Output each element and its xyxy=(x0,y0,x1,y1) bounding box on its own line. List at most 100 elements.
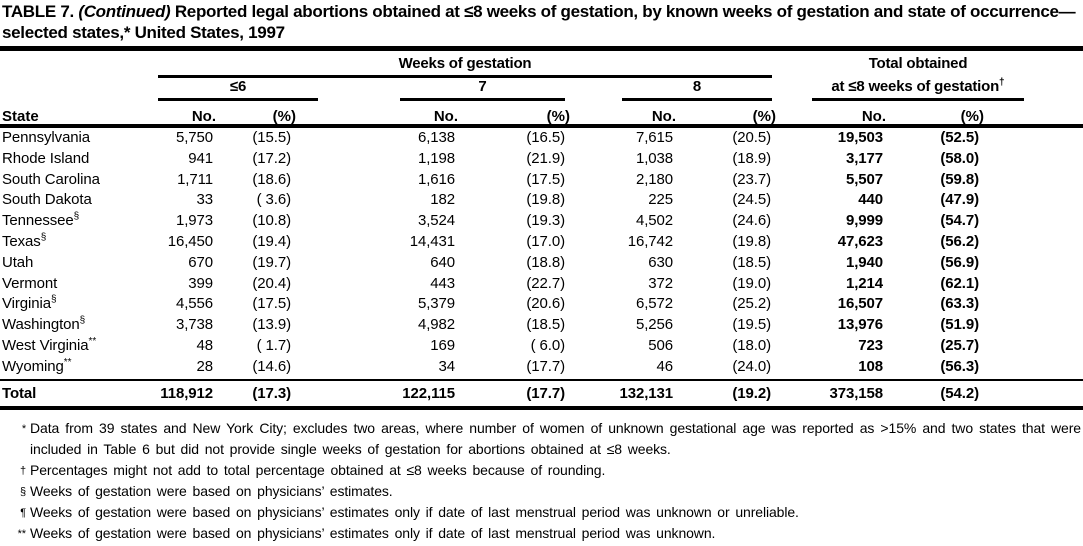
cell-pct8: (19.5) xyxy=(732,316,771,334)
cell-pct7: (16.5) xyxy=(526,129,565,146)
table-row: Washington§ 3,738 (13.9) 4,982 (18.5) 5,256 (1… xyxy=(0,315,984,336)
cell-pct7: ( 6.0) xyxy=(530,336,566,354)
cell-pct6: (19.7) xyxy=(252,253,291,271)
state-name: Tennessee§ xyxy=(2,211,80,230)
cell-total_pct: (56.9) xyxy=(940,253,979,271)
cell-pct8: (23.7) xyxy=(732,170,771,188)
cell-total_no: 1,940 xyxy=(845,253,883,271)
cell-pct8: (18.5) xyxy=(732,253,771,271)
footnote: § Weeks of gestation were based on physic… xyxy=(2,481,1081,502)
total-row: Total 118,912 (17.3) 122,115 (17.7) 132,131 (1… xyxy=(0,381,984,406)
no-column-header: No. xyxy=(651,108,676,125)
cell-no6: 1,973 xyxy=(175,212,213,230)
cell-total_pct: (51.9) xyxy=(940,316,979,334)
table-row: Virginia§ 4,556 (17.5) 5,379 (20.6) 6,572 (25.… xyxy=(0,294,984,315)
pct-column-header: (%) xyxy=(272,108,296,125)
state-name: Washington§ xyxy=(2,315,86,334)
cell-pct7: (18.8) xyxy=(526,253,565,271)
state-name: South Dakota xyxy=(2,191,92,209)
pct-column-header: (%) xyxy=(960,108,984,125)
total-obtained-header-text: at ≤8 weeks of gestation xyxy=(831,78,1000,95)
weeks-of-gestation-group-header: Weeks of gestation xyxy=(158,55,772,78)
footnote-symbol: ¶ xyxy=(20,506,26,519)
cell-total_pct: (56.3) xyxy=(940,357,979,375)
cell-no6: 118,912 xyxy=(160,384,213,402)
cell-pct8: (19.0) xyxy=(732,274,771,292)
cell-pct6: (18.6) xyxy=(252,170,291,188)
no-column-header: No. xyxy=(191,108,216,125)
footnote-text: Weeks of gestation were based on physici… xyxy=(30,482,393,499)
subgroup-header-8: 8 xyxy=(622,78,772,101)
cell-total_no: 3,177 xyxy=(845,149,883,167)
cell-total_pct: (47.9) xyxy=(940,191,979,209)
cell-total_no: 9,999 xyxy=(845,212,883,230)
total-obtained-header-line1: Total obtained xyxy=(868,55,968,72)
cell-no8: 2,180 xyxy=(635,170,673,188)
dagger-footnote-marker: † xyxy=(999,77,1005,88)
table-row: Rhode Island 941 (17.2) 1,198 (21.9) 1,038 (18… xyxy=(0,149,984,170)
table-row: West Virginia** 48 ( 1.7) 169 ( 6.0) 506 (18.0… xyxy=(0,336,984,357)
footnote-marker: § xyxy=(40,231,47,243)
footnote: ** Weeks of gestation were based on physi… xyxy=(2,523,1081,544)
no-column-header: No. xyxy=(433,108,458,125)
state-name: Pennsylvania xyxy=(2,129,91,146)
cell-no8: 16,742 xyxy=(627,232,673,250)
total-divider-rule xyxy=(0,378,1083,381)
cell-pct7: (17.5) xyxy=(526,170,565,188)
state-name: Total xyxy=(2,384,37,402)
footnote-text: Percentages might not add to total perce… xyxy=(30,461,606,478)
cell-no8: 132,131 xyxy=(619,384,673,402)
cell-total_no: 108 xyxy=(858,357,883,375)
cell-pct8: (19.2) xyxy=(732,384,771,402)
cell-pct7: (21.9) xyxy=(526,149,565,167)
cell-no6: 33 xyxy=(196,191,214,209)
footnote: ¶ Weeks of gestation were based on physic… xyxy=(2,502,1081,523)
state-name: Utah xyxy=(2,253,34,271)
cell-no6: 5,750 xyxy=(175,129,213,146)
cell-pct8: (24.6) xyxy=(732,212,771,230)
cell-no8: 630 xyxy=(648,253,673,271)
state-name: Vermont xyxy=(2,274,58,292)
table-title-rest: Reported legal abortions obtained at ≤8 … xyxy=(2,2,1076,42)
table-header: Weeks of gestation Total obtained ≤6 7 8… xyxy=(0,51,1083,128)
footnote-symbol: ** xyxy=(17,527,26,540)
cell-pct8: (19.8) xyxy=(732,232,771,250)
no-column-header: No. xyxy=(861,108,886,125)
column-labels-row: State No. (%) No. (%) No. (%) No. (%) xyxy=(0,104,984,125)
cell-no7: 34 xyxy=(438,357,456,375)
cell-total_no: 723 xyxy=(858,336,883,354)
cell-no6: 4,556 xyxy=(175,295,213,313)
cell-pct7: (19.3) xyxy=(526,212,565,230)
cell-no6: 941 xyxy=(188,149,213,167)
table-row: Vermont 399 (20.4) 443 (22.7) 372 (19.0) 1,214 (… xyxy=(0,274,984,295)
cell-total_no: 1,214 xyxy=(845,274,883,292)
subgroup-header-le6: ≤6 xyxy=(158,78,318,101)
footnote-marker: ** xyxy=(63,356,72,368)
cell-no6: 1,711 xyxy=(177,170,213,188)
cell-pct7: (17.7) xyxy=(526,384,565,402)
cell-pct6: (17.3) xyxy=(252,384,291,402)
cell-no7: 169 xyxy=(430,336,455,354)
cell-no7: 3,524 xyxy=(417,212,455,230)
table-row: South Dakota 33 ( 3.6) 182 (19.8) 225 (24.5) 44… xyxy=(0,190,984,211)
table-row: Utah 670 (19.7) 640 (18.8) 630 (18.5) 1,940 (56.… xyxy=(0,253,984,274)
state-name: South Carolina xyxy=(2,170,100,188)
cell-no8: 4,502 xyxy=(635,212,673,230)
footnote-text: Data from 39 states and New York City; e… xyxy=(30,419,1081,457)
cell-pct6: (15.5) xyxy=(252,129,291,146)
table-title: TABLE 7. (Continued) Reported legal abor… xyxy=(0,0,1083,43)
table-total: Total 118,912 (17.3) 122,115 (17.7) 132,131 (1… xyxy=(0,381,1083,406)
cell-pct8: (24.0) xyxy=(732,357,771,375)
cell-no7: 4,982 xyxy=(417,316,455,334)
cell-pct6: (13.9) xyxy=(252,316,291,334)
cell-pct7: (17.7) xyxy=(526,357,565,375)
cell-no6: 399 xyxy=(188,274,213,292)
table-title-label: TABLE 7. xyxy=(2,2,74,21)
cell-pct6: (19.4) xyxy=(252,232,291,250)
cell-total_no: 13,976 xyxy=(837,316,883,334)
cell-total_pct: (54.7) xyxy=(940,212,979,230)
footnote-marker: § xyxy=(50,294,57,306)
cell-no8: 1,038 xyxy=(635,149,673,167)
cell-total_no: 16,507 xyxy=(837,295,883,313)
